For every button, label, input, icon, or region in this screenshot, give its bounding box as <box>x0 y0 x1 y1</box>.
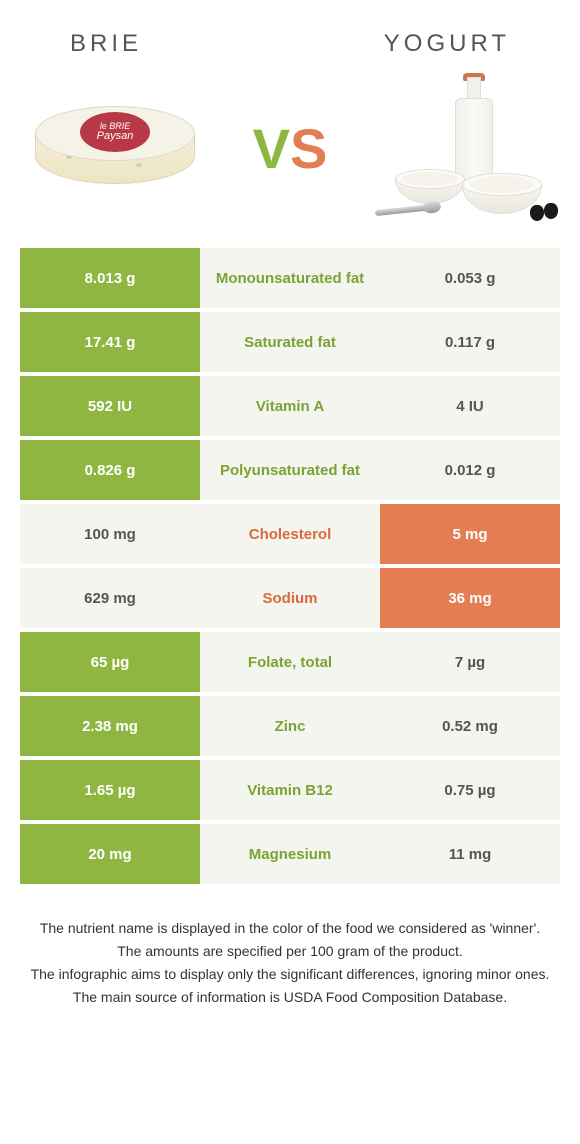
cell-nutrient-label: Folate, total <box>200 632 380 692</box>
berry-icon <box>544 203 558 219</box>
cell-nutrient-label: Cholesterol <box>200 504 380 564</box>
cell-left-value: 1.65 µg <box>20 760 200 820</box>
table-row: 17.41 gSaturated fat0.117 g <box>20 312 560 372</box>
table-row: 592 IUVitamin A4 IU <box>20 376 560 436</box>
cell-right-value: 7 µg <box>380 632 560 692</box>
cell-right-value: 36 mg <box>380 568 560 628</box>
cell-right-value: 5 mg <box>380 504 560 564</box>
brie-image: le BRIE Paysan <box>20 73 210 223</box>
table-row: 100 mgCholesterol5 mg <box>20 504 560 564</box>
table-row: 629 mgSodium36 mg <box>20 568 560 628</box>
cell-left-value: 629 mg <box>20 568 200 628</box>
table-row: 2.38 mgZinc0.52 mg <box>20 696 560 756</box>
cell-nutrient-label: Magnesium <box>200 824 380 884</box>
brie-label-icon: le BRIE Paysan <box>80 112 150 152</box>
cell-right-value: 0.75 µg <box>380 760 560 820</box>
cell-right-value: 0.117 g <box>380 312 560 372</box>
nutrient-table: 8.013 gMonounsaturated fat0.053 g17.41 g… <box>20 248 560 884</box>
cell-right-value: 11 mg <box>380 824 560 884</box>
header: BRIE YOGURT <box>0 0 580 68</box>
footer-line: The amounts are specified per 100 gram o… <box>30 941 550 962</box>
cell-nutrient-label: Saturated fat <box>200 312 380 372</box>
cell-left-value: 8.013 g <box>20 248 200 308</box>
cell-right-value: 4 IU <box>380 376 560 436</box>
yogurt-image <box>370 73 560 223</box>
vs-row: le BRIE Paysan V S <box>0 68 580 248</box>
vs-text: V S <box>253 116 328 181</box>
table-row: 65 µgFolate, total7 µg <box>20 632 560 692</box>
cell-right-value: 0.012 g <box>380 440 560 500</box>
cell-left-value: 2.38 mg <box>20 696 200 756</box>
footer-line: The nutrient name is displayed in the co… <box>30 918 550 939</box>
cell-nutrient-label: Sodium <box>200 568 380 628</box>
title-right: YOGURT <box>384 30 510 58</box>
vs-v: V <box>253 116 290 181</box>
cell-right-value: 0.52 mg <box>380 696 560 756</box>
table-row: 20 mgMagnesium11 mg <box>20 824 560 884</box>
cell-left-value: 17.41 g <box>20 312 200 372</box>
cell-left-value: 100 mg <box>20 504 200 564</box>
cell-nutrient-label: Zinc <box>200 696 380 756</box>
table-row: 0.826 gPolyunsaturated fat0.012 g <box>20 440 560 500</box>
cell-nutrient-label: Vitamin A <box>200 376 380 436</box>
footer-notes: The nutrient name is displayed in the co… <box>0 888 580 1008</box>
cell-nutrient-label: Vitamin B12 <box>200 760 380 820</box>
table-row: 8.013 gMonounsaturated fat0.053 g <box>20 248 560 308</box>
cell-nutrient-label: Monounsaturated fat <box>200 248 380 308</box>
berry-icon <box>530 205 544 221</box>
table-row: 1.65 µgVitamin B120.75 µg <box>20 760 560 820</box>
footer-line: The infographic aims to display only the… <box>30 964 550 985</box>
cell-left-value: 592 IU <box>20 376 200 436</box>
cell-right-value: 0.053 g <box>380 248 560 308</box>
vs-s: S <box>290 116 327 181</box>
cell-left-value: 65 µg <box>20 632 200 692</box>
footer-line: The main source of information is USDA F… <box>30 987 550 1008</box>
cell-left-value: 20 mg <box>20 824 200 884</box>
spoon-icon <box>375 204 435 216</box>
bottle-icon <box>455 73 493 183</box>
title-left: BRIE <box>70 30 142 58</box>
bowl-icon <box>395 169 465 205</box>
cell-left-value: 0.826 g <box>20 440 200 500</box>
cell-nutrient-label: Polyunsaturated fat <box>200 440 380 500</box>
